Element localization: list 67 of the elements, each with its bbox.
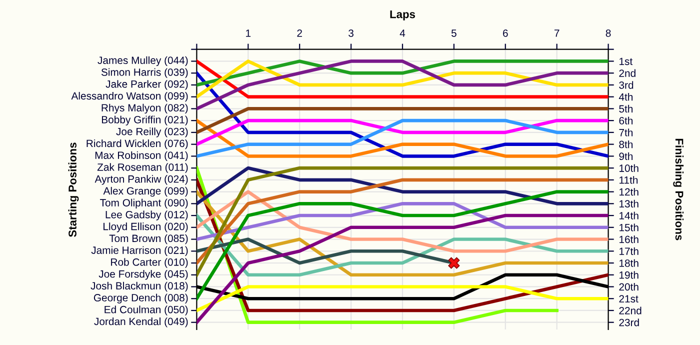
y-tick-label: 19th	[620, 271, 638, 279]
y-tick-label: 1st	[620, 58, 633, 66]
series-label: Tom Brown (085)	[109, 234, 188, 244]
line-series	[196, 71, 608, 158]
x-tick-label: 8	[606, 29, 611, 37]
text: Starting Positions	[68, 142, 79, 237]
y-tick-label: 23rd	[619, 318, 639, 326]
series-label: Rob Carter (010)	[111, 258, 188, 268]
y-tick-label: 22nd	[619, 306, 642, 314]
series-label: Joe Forsdyke (045)	[98, 270, 188, 280]
series-label: Max Robinson (041)	[95, 151, 188, 162]
y-tick-label: 9th	[619, 152, 633, 160]
series-label: Joe Reilly (023)	[116, 128, 188, 138]
x-tick-label: 1	[246, 30, 251, 37]
series-label: Ayrton Pankiw (024)	[94, 175, 188, 185]
y-tick-label: 15th	[620, 224, 638, 232]
series-label: Jamie Harrison (021)	[91, 246, 188, 256]
y-tick-label: 10th	[620, 164, 638, 172]
series-label: Alex Grange (099)	[103, 186, 188, 197]
y-axis-title: Finishing Positions	[673, 138, 684, 240]
series-label: Simon Harris (039)	[101, 68, 188, 78]
y-tick-label: 14th	[620, 212, 638, 220]
y-tick-label: 4th	[618, 93, 633, 101]
y-tick-label: 5th	[619, 104, 633, 113]
y-tick-label: 18th	[620, 259, 638, 267]
series-label: James Mulley (044)	[98, 56, 188, 66]
x-tick-label: 2	[297, 29, 302, 37]
line-series	[196, 214, 608, 277]
series-label: Jake Parker (092)	[106, 80, 188, 90]
x-tick-label: 4	[400, 30, 406, 37]
series-label: Bobby Griffin (021)	[102, 116, 188, 126]
series-label: Lloyd Ellison (020)	[104, 222, 188, 232]
y-tick-label: 21st	[619, 295, 638, 302]
x-tick-label: 3	[348, 29, 354, 37]
series-label: Rhys Malyon (082)	[102, 104, 188, 114]
line-series	[196, 178, 608, 265]
line-series	[196, 202, 608, 241]
x-tick-label: 5	[451, 30, 456, 37]
x-tick-label: 6	[503, 29, 508, 37]
series-label: Josh Blackmun (018)	[90, 282, 188, 292]
y-tick-label: 16th	[620, 235, 638, 244]
series-label: Richard Wicklen (076)	[86, 139, 188, 150]
y-tick-label: 6th	[619, 116, 633, 124]
series-label: Ed Coulman (050)	[104, 306, 188, 316]
y-tick-label: 3rd	[619, 81, 634, 89]
y-tick-label: 11th	[620, 176, 638, 184]
x-tick-label: 7	[554, 30, 560, 37]
line-series	[196, 60, 608, 110]
series-label: Tom Oliphant (090)	[100, 198, 188, 209]
x-axis-title: Laps	[390, 10, 416, 20]
series-label: Jordan Kendal (049)	[94, 318, 188, 328]
y-tick-label: 8th	[619, 140, 633, 148]
y-tick-label: 2nd	[619, 69, 636, 77]
series-label: Lee Gadsby (012)	[106, 210, 188, 220]
line-series	[196, 190, 608, 253]
line-series	[196, 214, 608, 324]
series-label: Zak Roseman (011)	[97, 163, 188, 173]
series-label: Alessandro Watson (099)	[71, 92, 188, 102]
line-series	[196, 166, 608, 206]
y-tick-label: 20th	[619, 282, 638, 291]
line-series	[196, 190, 608, 277]
y-tick-label: 7th	[619, 128, 633, 136]
y-tick-label: 17th	[620, 247, 638, 255]
y-tick-label: 12th	[620, 188, 638, 196]
line-series	[196, 190, 608, 300]
series-label: George Dench (008)	[94, 294, 188, 304]
y-tick-label: 13th	[620, 200, 638, 208]
